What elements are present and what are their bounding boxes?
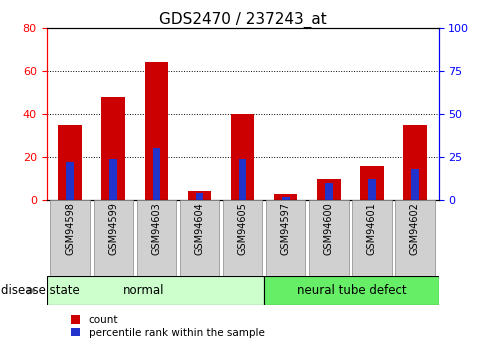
Text: GSM94601: GSM94601 — [367, 203, 377, 255]
Text: GSM94598: GSM94598 — [65, 203, 75, 255]
Bar — [325, 183, 333, 200]
Title: GDS2470 / 237243_at: GDS2470 / 237243_at — [159, 11, 326, 28]
Bar — [101, 97, 125, 200]
Bar — [137, 200, 176, 278]
Text: disease state: disease state — [1, 284, 80, 297]
Bar — [47, 276, 264, 305]
Text: normal: normal — [122, 284, 164, 297]
Text: GSM94597: GSM94597 — [281, 203, 291, 255]
Bar — [264, 276, 439, 305]
Bar — [411, 169, 419, 200]
Bar — [266, 200, 305, 278]
Text: GSM94603: GSM94603 — [151, 203, 161, 255]
Bar — [317, 179, 341, 200]
Text: GSM94600: GSM94600 — [324, 203, 334, 255]
Bar — [58, 125, 82, 200]
Bar — [145, 62, 168, 200]
Bar — [395, 200, 435, 278]
Bar — [109, 159, 117, 200]
Bar — [188, 191, 211, 200]
Text: neural tube defect: neural tube defect — [296, 284, 406, 297]
Bar — [152, 148, 160, 200]
Bar — [66, 162, 74, 200]
Bar — [94, 200, 133, 278]
Text: GSM94605: GSM94605 — [238, 203, 247, 255]
Bar — [274, 194, 297, 200]
Bar — [196, 193, 203, 200]
Text: GSM94602: GSM94602 — [410, 203, 420, 255]
Bar — [180, 200, 220, 278]
Bar — [50, 200, 90, 278]
Bar — [239, 159, 246, 200]
Text: GSM94599: GSM94599 — [108, 203, 118, 255]
Bar — [352, 200, 392, 278]
Legend: count, percentile rank within the sample: count, percentile rank within the sample — [69, 313, 267, 340]
Bar — [231, 114, 254, 200]
Bar — [368, 179, 376, 200]
Text: GSM94604: GSM94604 — [195, 203, 204, 255]
Bar — [360, 166, 384, 200]
Bar — [282, 197, 290, 200]
Bar — [223, 200, 262, 278]
Bar — [309, 200, 348, 278]
Bar — [403, 125, 427, 200]
